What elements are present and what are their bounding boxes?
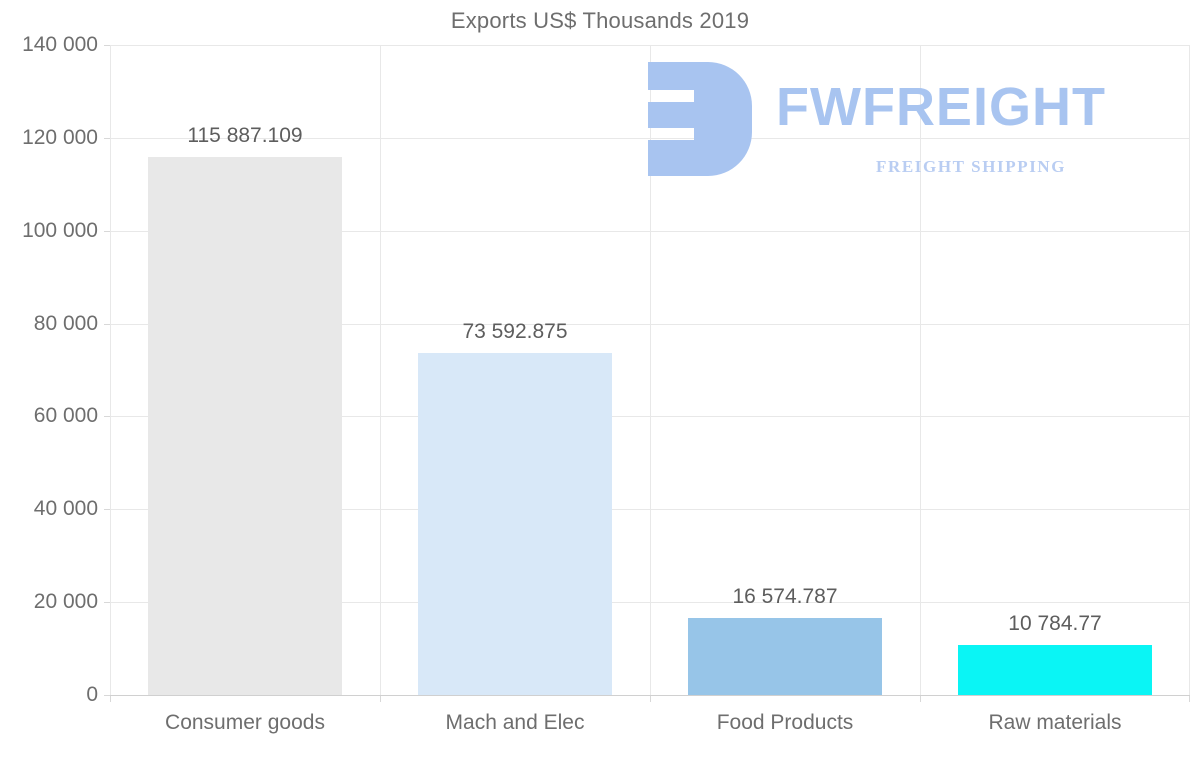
x-axis-category-label: Consumer goods (165, 711, 325, 734)
bar[interactable] (148, 156, 342, 695)
x-axis-tick (650, 695, 651, 702)
y-axis-tick (104, 230, 110, 232)
y-axis-tick-label: 120 000 (22, 125, 98, 149)
y-axis-tick-label: 60 000 (33, 404, 98, 428)
bar[interactable] (418, 353, 612, 695)
y-axis-tick (104, 323, 110, 325)
y-axis-tick (104, 695, 110, 696)
y-axis-tick-label: 40 000 (33, 497, 98, 521)
y-axis-tick (104, 509, 110, 511)
x-axis-tick (1189, 695, 1190, 702)
bar-value-label: 115 887.109 (187, 123, 303, 147)
y-axis-tick (104, 45, 110, 46)
y-axis-tick (104, 602, 110, 604)
x-axis-category-label: Food Products (716, 711, 854, 734)
x-axis-tick (380, 695, 381, 702)
chart-title: Exports US$ Thousands 2019 (450, 8, 750, 33)
gridline-vertical (380, 45, 381, 695)
y-axis-tick-label: 100 000 (22, 218, 98, 242)
x-axis-tick (920, 695, 921, 702)
bar-value-label: 10 784.77 (1008, 611, 1102, 635)
y-axis-tick-label: 20 000 (33, 590, 98, 614)
x-axis-category-label: Mach and Elec (445, 711, 585, 734)
y-axis-tick-label: 80 000 (33, 311, 98, 335)
x-axis-tick (110, 695, 111, 702)
y-axis-tick-label: 0 (86, 683, 98, 706)
gridline-vertical (650, 45, 651, 695)
y-axis-tick-label: 140 000 (22, 33, 98, 56)
x-axis-baseline (110, 695, 1190, 696)
y-axis-tick (104, 416, 110, 418)
gridline-vertical (920, 45, 921, 695)
plot-area: 115 887.109 73 592.875 16 574.787 10 784.77 (104, 45, 1190, 702)
bar-value-label: 16 574.787 (732, 585, 838, 609)
bar[interactable] (958, 644, 1152, 695)
x-axis-category-label: Raw materials (988, 711, 1122, 734)
bar-value-label: 73 592.875 (462, 320, 568, 344)
y-axis-tick (104, 137, 110, 139)
gridline-vertical (110, 45, 111, 695)
gridline-vertical (1189, 45, 1190, 695)
bar[interactable] (688, 618, 882, 695)
